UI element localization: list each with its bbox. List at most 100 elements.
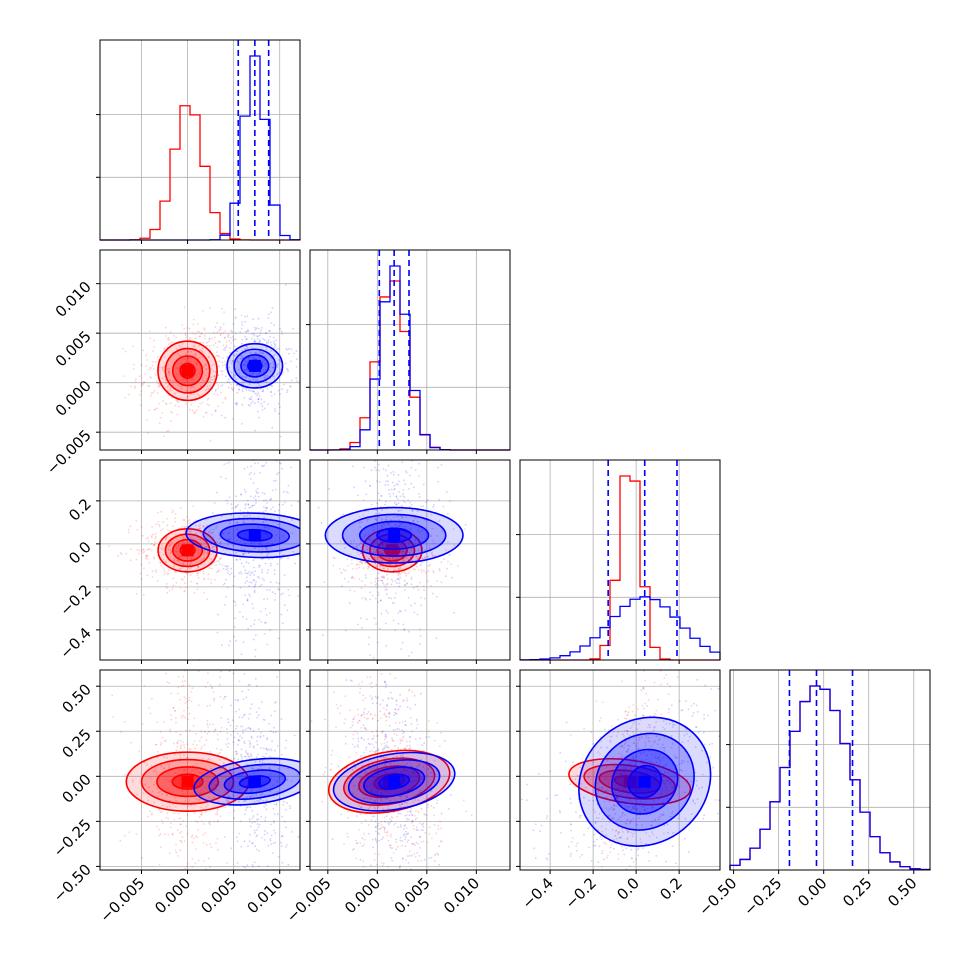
sample-point	[213, 545, 215, 548]
sample-point	[274, 410, 277, 412]
sample-point	[453, 611, 455, 614]
sample-point	[280, 841, 282, 844]
sample-point	[362, 545, 365, 547]
sample-point	[279, 393, 281, 395]
sample-point	[387, 804, 390, 807]
sample-point	[182, 346, 185, 349]
sample-point	[160, 564, 163, 567]
sample-point	[415, 718, 418, 721]
sample-point	[217, 354, 220, 357]
sample-point	[262, 916, 264, 918]
sample-point	[255, 794, 258, 796]
sample-point	[193, 411, 196, 414]
sample-point	[249, 638, 251, 640]
sample-point	[398, 610, 401, 612]
sample-point	[236, 699, 239, 702]
sample-point	[169, 386, 172, 389]
sample-point	[410, 779, 413, 782]
sample-point	[353, 784, 356, 787]
sample-point	[310, 720, 313, 723]
sample-point	[213, 820, 215, 823]
sample-point	[381, 731, 383, 734]
sample-point	[402, 790, 405, 792]
sample-point	[189, 337, 192, 339]
sample-point	[342, 568, 345, 571]
sample-point	[181, 343, 184, 345]
sample-point	[196, 626, 198, 628]
sample-point	[648, 750, 650, 752]
sample-point	[173, 335, 175, 337]
sample-point	[344, 735, 347, 738]
sample-point	[191, 841, 194, 844]
sample-point	[127, 528, 130, 531]
sample-point	[240, 845, 243, 848]
sample-point	[653, 741, 656, 744]
sample-point	[383, 763, 386, 766]
sample-point	[215, 571, 218, 574]
sample-point	[368, 785, 371, 788]
sample-point	[169, 728, 172, 731]
sample-point	[226, 728, 228, 730]
sample-point	[198, 771, 201, 774]
sample-point	[230, 384, 233, 386]
sample-point	[230, 342, 233, 344]
sample-point	[240, 447, 242, 449]
sample-point	[420, 777, 422, 780]
sample-point	[621, 845, 623, 848]
sample-point	[233, 354, 236, 356]
sample-point	[385, 715, 388, 717]
scatter-series_b	[323, 670, 452, 870]
sample-point	[414, 445, 416, 447]
sample-point	[189, 536, 192, 539]
sample-point	[382, 760, 385, 763]
sample-point	[377, 463, 380, 466]
y-tick-label: −0.005	[43, 426, 95, 478]
sample-point	[181, 789, 184, 792]
sample-point	[217, 809, 219, 812]
sample-point	[247, 684, 250, 686]
sample-point	[254, 761, 257, 763]
sample-point	[235, 521, 238, 524]
sample-point	[368, 538, 370, 541]
panel-frame	[99, 249, 301, 451]
sample-point	[183, 746, 186, 749]
sample-point	[362, 711, 365, 714]
sample-point	[228, 366, 230, 369]
sample-point	[367, 518, 369, 521]
sample-point	[428, 826, 431, 829]
sample-point	[427, 730, 430, 733]
sample-point	[275, 804, 278, 806]
sample-point	[429, 765, 432, 768]
sample-point	[212, 780, 215, 783]
sample-point	[392, 740, 395, 742]
sample-point	[416, 510, 419, 513]
sample-point	[193, 545, 196, 548]
sample-point	[272, 355, 275, 357]
sample-point	[216, 393, 219, 396]
sample-point	[398, 568, 400, 570]
sample-point	[251, 810, 254, 812]
sample-point	[189, 558, 192, 560]
sample-point	[367, 711, 370, 713]
sample-point	[173, 565, 175, 568]
sample-point	[261, 755, 264, 758]
sample-point	[172, 706, 175, 709]
sample-point	[244, 809, 247, 812]
sample-point	[356, 623, 359, 626]
sample-point	[376, 696, 379, 698]
sample-point	[433, 814, 435, 817]
sample-point	[281, 774, 284, 777]
sample-point	[270, 390, 272, 393]
sample-point	[392, 757, 394, 760]
sample-point	[166, 573, 169, 576]
sample-point	[370, 783, 373, 786]
sample-point	[258, 823, 261, 826]
sample-point	[249, 477, 252, 480]
sample-point	[267, 569, 269, 571]
sample-point	[240, 562, 243, 565]
sample-point	[194, 862, 197, 865]
sample-point	[159, 811, 162, 814]
sample-point	[244, 330, 247, 333]
sample-point	[213, 697, 216, 700]
sample-point	[173, 559, 175, 562]
